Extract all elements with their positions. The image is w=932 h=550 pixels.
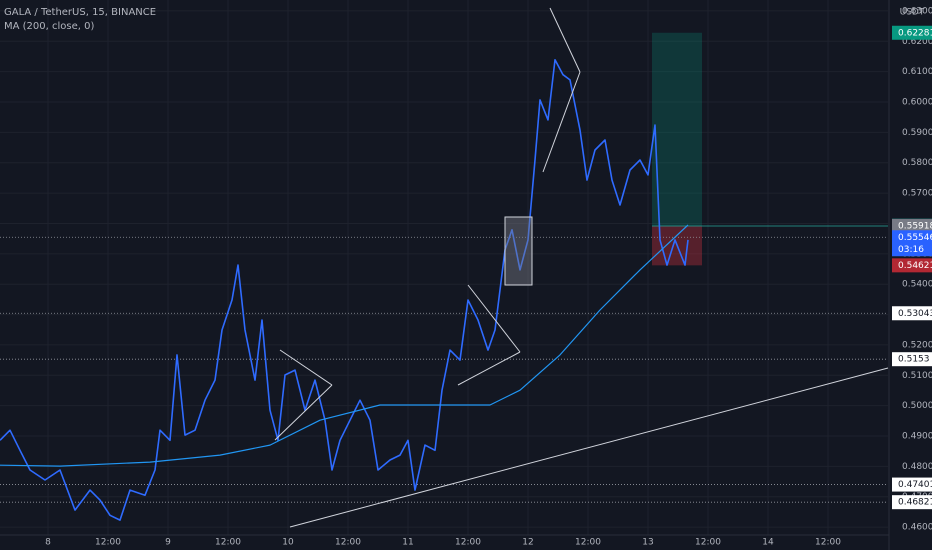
chart-title: GALA / TetherUS, 15, BINANCE [4, 7, 156, 18]
wedge-line [457, 351, 521, 386]
level-tag [892, 495, 932, 510]
x-tick-label: 14 [762, 538, 774, 548]
price-tag-label: 0.54621 [898, 261, 932, 271]
profit-zone [652, 32, 702, 226]
x-tick-label: 12:00 [815, 538, 841, 548]
price-line [0, 59, 689, 521]
x-tick-label: 9 [165, 538, 171, 548]
level-tag [892, 306, 932, 321]
x-tick-label: 12:00 [455, 538, 481, 548]
grid [0, 0, 888, 535]
level-label: 0.53043 [898, 309, 932, 319]
x-tick-label: 8 [45, 538, 51, 548]
price-tag [892, 230, 932, 257]
y-tick-label: 0.63000 [902, 6, 932, 16]
wedge-line [467, 284, 521, 353]
level-label: 0.46821 [898, 498, 932, 508]
x-tick-label: 12:00 [215, 538, 241, 548]
price-tag [892, 218, 932, 233]
ma-line [0, 224, 689, 467]
triangle-line [279, 349, 333, 386]
x-tick-label: 13 [642, 538, 653, 548]
axis-unit: USDT [900, 8, 925, 18]
wedge-line [542, 71, 581, 173]
countdown: 03:16 [898, 245, 924, 255]
price-tag [892, 25, 932, 40]
price-tag-label: 0.55546 [898, 233, 932, 243]
triangle-line [274, 384, 333, 441]
x-tick-label: 12:00 [695, 538, 721, 548]
wedge-line [549, 7, 581, 73]
x-tick-label: 10 [282, 538, 294, 548]
level-label: 0.5153 [898, 355, 930, 365]
x-tick-label: 12:00 [335, 538, 361, 548]
price-tag [892, 258, 932, 273]
level-tag [892, 352, 932, 367]
price-tag-label: 0.55918 [898, 221, 932, 231]
drawings [274, 7, 889, 528]
level-tag [892, 477, 932, 492]
box [504, 216, 533, 286]
trend-line [289, 367, 889, 528]
x-tick-label: 12:00 [575, 538, 601, 548]
price-tag-label: 0.62281 [898, 28, 932, 38]
x-tick-label: 12 [522, 538, 533, 548]
x-tick-label: 12:00 [95, 538, 121, 548]
plot [0, 32, 888, 521]
indicator-legend: MA (200, close, 0) [4, 21, 94, 32]
x-tick-label: 11 [402, 538, 413, 548]
level-label: 0.47401 [898, 480, 932, 490]
